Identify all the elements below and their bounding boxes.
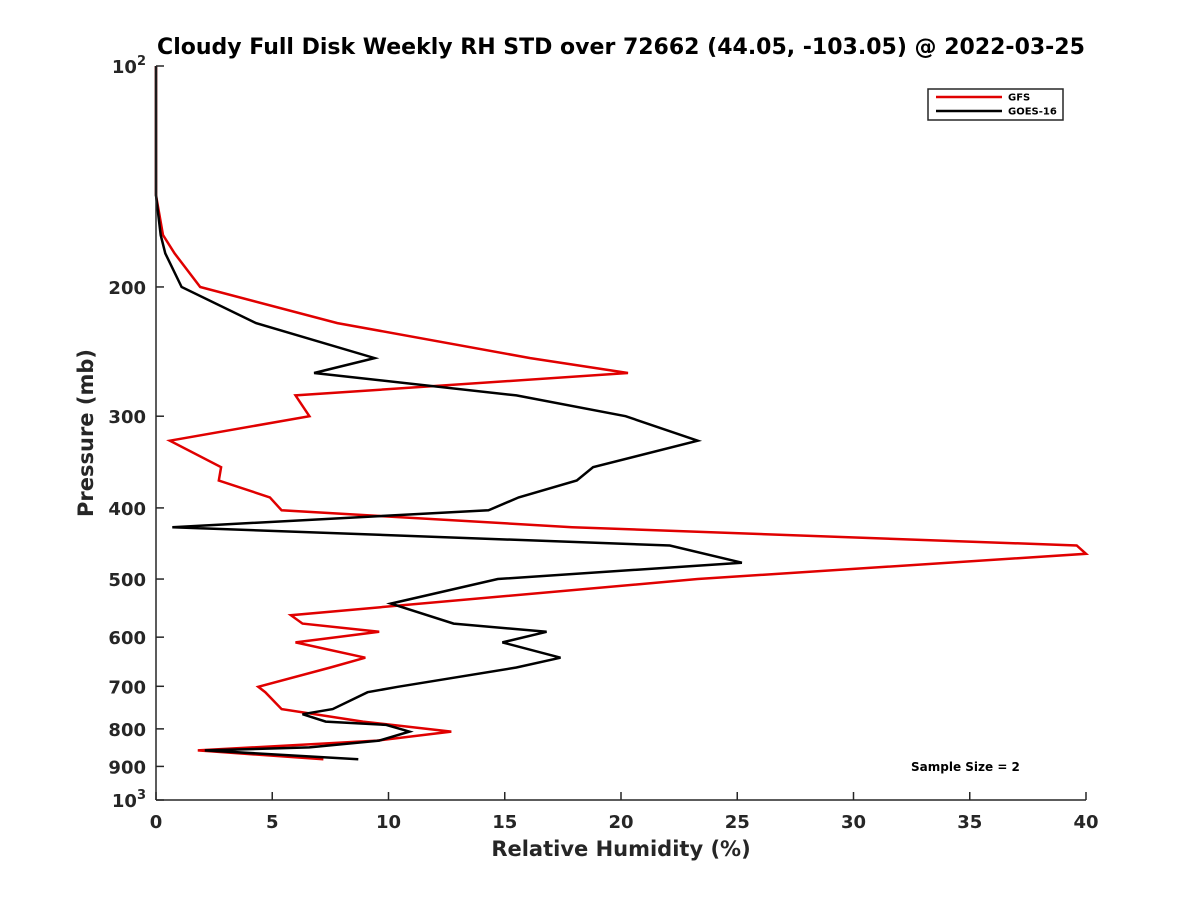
series-line-gfs — [154, 66, 1090, 761]
y-tick-label: 103 — [112, 788, 146, 812]
y-tick-label: 700 — [108, 677, 146, 698]
x-tick-label: 25 — [725, 812, 750, 833]
x-tick-label: 40 — [1073, 812, 1098, 833]
x-tick-label: 35 — [957, 812, 982, 833]
x-tick-label: 0 — [150, 812, 163, 833]
y-tick-label: 400 — [108, 499, 146, 520]
y-tick-label: 300 — [108, 407, 146, 428]
axes: 0 5 10 15 20 25 30 35 40 102 200 300 400 500 600 700 800… — [108, 54, 1098, 833]
y-axis-label: Pressure (mb) — [74, 349, 98, 517]
x-tick-label: 20 — [608, 812, 633, 833]
y-tick-label: 200 — [108, 278, 146, 299]
chart-title: Cloudy Full Disk Weekly RH STD over 7266… — [157, 35, 1085, 60]
y-tick-label: 600 — [108, 628, 146, 649]
legend-label-gfs: GFS — [1008, 93, 1030, 104]
series-lines — [154, 66, 1090, 761]
x-tick-label: 15 — [492, 812, 517, 833]
legend: GFS GOES-16 — [927, 88, 1064, 121]
y-tick-label: 102 — [112, 54, 146, 78]
x-axis-label: Relative Humidity (%) — [491, 837, 750, 861]
legend-label-goes16: GOES-16 — [1008, 107, 1057, 118]
sample-size-annotation: Sample Size = 2 — [911, 760, 1020, 774]
y-tick-label: 500 — [108, 570, 146, 591]
y-tick-label: 900 — [108, 757, 146, 778]
x-tick-label: 30 — [841, 812, 866, 833]
series-line-goes16 — [154, 66, 743, 761]
x-tick-label: 5 — [266, 812, 279, 833]
y-tick-label: 800 — [108, 720, 146, 741]
legend-box — [927, 88, 1064, 121]
x-tick-label: 10 — [376, 812, 401, 833]
